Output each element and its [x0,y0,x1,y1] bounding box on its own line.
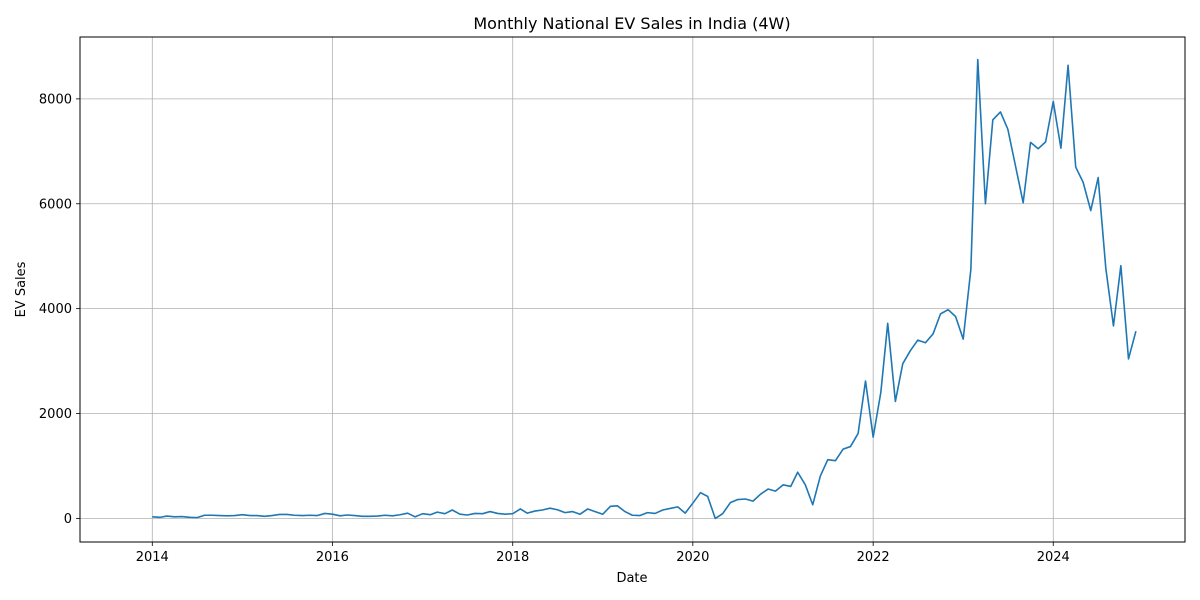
series-line [152,58,1137,520]
series-line-group [152,58,1137,520]
x-axis-label: Date [616,571,647,586]
y-axis-ticks: 0 2000 4000 6000 8000 [39,92,80,527]
y-tick-label: 6000 [39,197,72,212]
y-tick-label: 0 [64,512,72,527]
x-tick-label: 2020 [676,550,709,565]
grid [80,37,1185,542]
x-tick-label: 2018 [496,550,529,565]
y-tick-label: 8000 [39,92,72,107]
x-axis-ticks: 2014 2016 2018 2020 2022 2024 [136,542,1070,565]
y-tick-label: 2000 [39,407,72,422]
x-tick-label: 2024 [1037,550,1070,565]
chart-title: Monthly National EV Sales in India (4W) [473,14,790,33]
y-axis-label: EV Sales [14,261,29,317]
x-tick-label: 2016 [316,550,349,565]
x-tick-label: 2022 [857,550,890,565]
x-tick-label: 2014 [136,550,169,565]
plot-frame [79,36,1186,543]
y-tick-label: 4000 [39,302,72,317]
